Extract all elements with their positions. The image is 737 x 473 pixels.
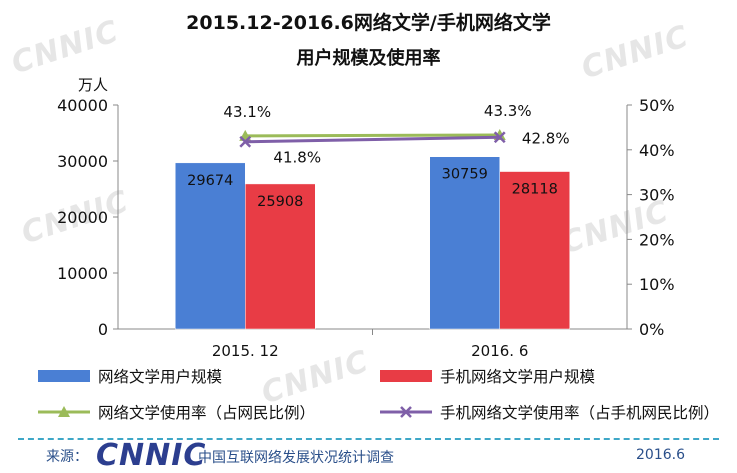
- source-label: 来源：: [46, 449, 88, 465]
- legend-swatch: [380, 370, 432, 382]
- source-org: 中国互联网络发展状况统计调查: [198, 450, 394, 466]
- x-tick-label: 2016. 6: [471, 342, 528, 360]
- legend-label: 手机网络文学用户规模: [440, 368, 595, 386]
- x-tick-label: 2015. 12: [212, 342, 279, 360]
- legend-label: 手机网络文学使用率（占手机网民比例）: [440, 404, 719, 422]
- bar-data-label: 29674: [187, 173, 233, 189]
- bar-2: [499, 171, 570, 330]
- line-data-label: 43.3%: [484, 102, 532, 120]
- legend-x-marker: [400, 406, 412, 418]
- footer: 来源： CNNIC 中国互联网络发展状况统计调查 2016.6: [0, 438, 737, 473]
- legend-label: 网络文学用户规模: [98, 368, 222, 386]
- y-left-tick-label: 40000: [57, 96, 108, 115]
- legend-swatch: [38, 370, 90, 382]
- cnnic-logo: CNNIC: [96, 438, 207, 473]
- bar-data-label: 30759: [442, 167, 488, 183]
- y-right-tick-label: 10%: [639, 275, 675, 294]
- chart: 0 10000 20000 30000 40000 万人 0% 10% 20% 30% 40% 50%…: [38, 76, 719, 422]
- y-left-tick-label: 10000: [57, 264, 108, 283]
- line-data-label: 43.1%: [223, 103, 271, 121]
- bar-1: [429, 156, 500, 330]
- legend-label: 网络文学使用率（占网民比例）: [98, 404, 315, 422]
- bar-2: [245, 183, 316, 330]
- y-left-tick-label: 0: [98, 320, 108, 339]
- y-left-tick-label: 30000: [57, 152, 108, 171]
- line-data-label: 41.8%: [273, 149, 321, 167]
- y-left-tick-label: 20000: [57, 208, 108, 227]
- x-marker: [493, 131, 506, 144]
- line-data-label: 42.8%: [522, 129, 570, 147]
- y-right-tick-label: 40%: [639, 141, 675, 160]
- bar-data-label: 28118: [512, 182, 558, 198]
- series-line-1: [245, 133, 500, 138]
- chart-title-line2: 用户规模及使用率: [296, 48, 441, 69]
- series-line-2: [245, 135, 500, 144]
- y-right-tick-label: 30%: [639, 186, 675, 205]
- bar-data-label: 25908: [257, 194, 303, 210]
- x-marker: [239, 135, 252, 148]
- y-right-tick-label: 20%: [639, 230, 675, 249]
- y-left-unit-label: 万人: [78, 76, 108, 94]
- y-right-tick-label: 0%: [639, 320, 664, 339]
- chart-title-line1: 2015.12-2016.6网络文学/手机网络文学: [186, 12, 551, 34]
- legend-triangle-marker: [58, 406, 70, 417]
- source-date: 2016.6: [636, 447, 685, 463]
- y-right-tick-label: 50%: [639, 96, 675, 115]
- footer-divider: [18, 438, 719, 440]
